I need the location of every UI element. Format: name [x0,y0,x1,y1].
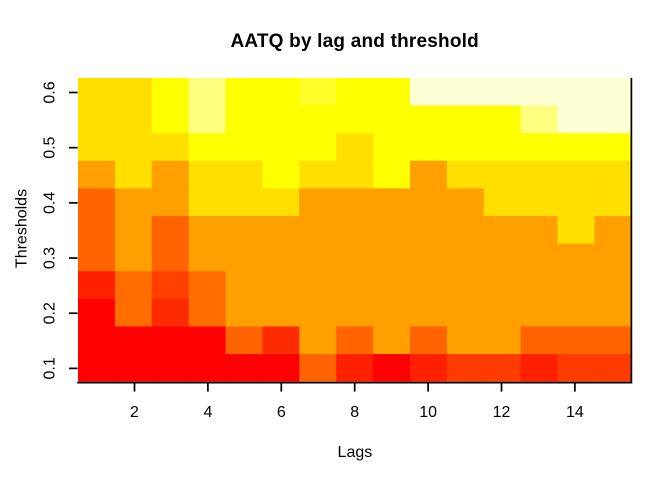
svg-text:Lags: Lags [338,444,373,461]
svg-text:AATQ by lag and threshold: AATQ by lag and threshold [230,31,479,52]
svg-text:0.1: 0.1 [42,357,59,379]
svg-text:0.5: 0.5 [42,136,59,158]
svg-text:0.3: 0.3 [42,247,59,269]
svg-text:0.4: 0.4 [42,192,59,214]
svg-text:10: 10 [419,404,437,421]
svg-text:0.2: 0.2 [42,302,59,324]
svg-text:6: 6 [277,404,286,421]
svg-text:14: 14 [566,404,584,421]
svg-text:2: 2 [130,404,139,421]
svg-text:12: 12 [493,404,511,421]
svg-text:4: 4 [203,404,212,421]
svg-text:8: 8 [350,404,359,421]
svg-text:0.6: 0.6 [42,81,59,103]
svg-text:Thresholds: Thresholds [14,189,31,268]
